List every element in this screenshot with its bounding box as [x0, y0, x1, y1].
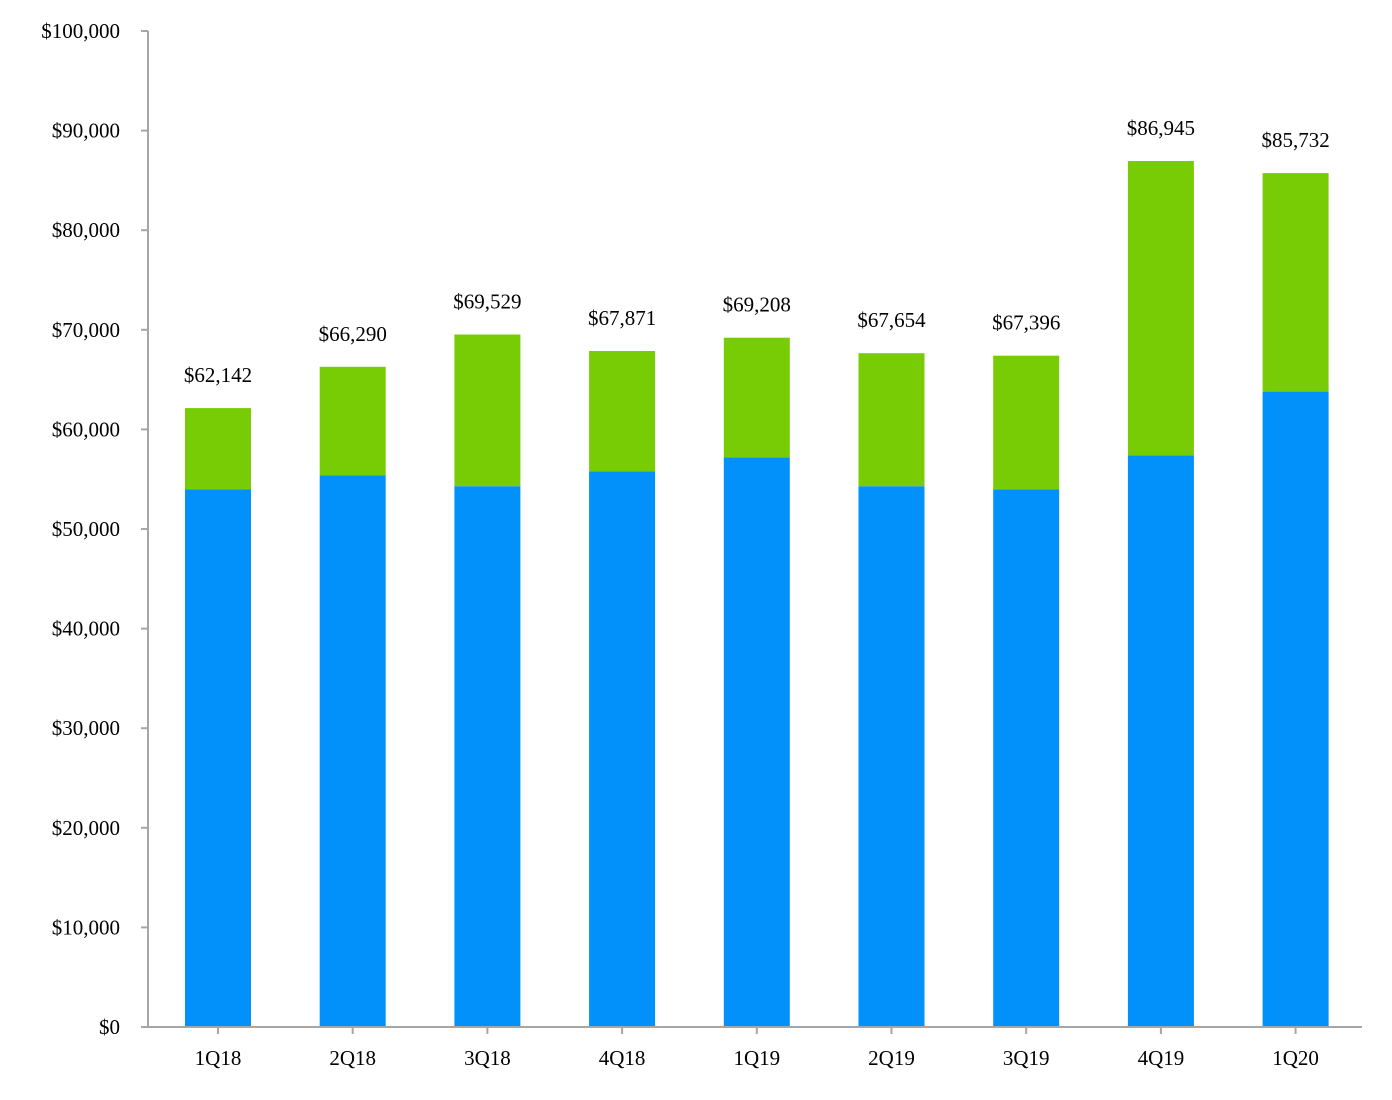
bar-segment-upper	[993, 355, 1060, 490]
bar-segment-upper	[858, 353, 925, 487]
bar-segment-lower	[723, 457, 790, 1027]
x-tick-label: 1Q20	[1272, 1046, 1319, 1070]
labels-layer: $62,142 1Q18 $66,290 2Q18 $69,529 3Q18 $67,871…	[41, 19, 1329, 1070]
bar-segment-upper	[319, 366, 386, 476]
y-tick-label: $40,000	[52, 617, 120, 641]
y-tick-label: $60,000	[52, 417, 120, 441]
y-tick-label: $0	[99, 1015, 120, 1039]
y-tick-label: $30,000	[52, 716, 120, 740]
x-tick-label: 4Q18	[599, 1046, 646, 1070]
bar-segment-upper	[1127, 161, 1194, 456]
bar-segment-upper	[185, 408, 251, 490]
y-tick-label: $70,000	[52, 318, 120, 342]
bar-segment-lower	[1127, 455, 1194, 1027]
bar-segment-upper	[589, 351, 656, 472]
total-label: $69,208	[723, 293, 791, 317]
x-tick-label: 3Q18	[464, 1046, 511, 1070]
y-tick-label: $90,000	[52, 119, 120, 143]
x-tick-label: 2Q18	[329, 1046, 376, 1070]
bar-segment-upper	[454, 334, 521, 487]
total-label: $62,142	[184, 363, 252, 387]
y-tick-label: $80,000	[52, 218, 120, 242]
x-tick-label: 2Q19	[868, 1046, 915, 1070]
y-tick-label: $100,000	[41, 19, 120, 43]
y-tick-label: $20,000	[52, 816, 120, 840]
total-label: $86,945	[1127, 116, 1195, 140]
total-label: $67,871	[588, 306, 656, 330]
x-tick-label: 4Q19	[1138, 1046, 1185, 1070]
x-tick-label: 1Q19	[733, 1046, 780, 1070]
y-tick-label: $10,000	[52, 915, 120, 939]
bar-segment-lower	[589, 471, 656, 1027]
x-tick-label: 1Q18	[195, 1046, 242, 1070]
x-tick-label: 3Q19	[1003, 1046, 1050, 1070]
bar-segment-lower	[454, 486, 521, 1027]
total-label: $66,290	[319, 322, 387, 346]
bar-segment-lower	[1262, 391, 1329, 1028]
total-label: $67,654	[857, 308, 926, 332]
bar-segment-upper	[723, 337, 790, 458]
bar-segment-lower	[858, 486, 925, 1027]
bar-segment-upper	[1262, 173, 1329, 392]
bars-layer	[185, 161, 1329, 1028]
y-tick-label: $50,000	[52, 517, 120, 541]
bar-segment-lower	[185, 489, 251, 1027]
total-label: $85,732	[1261, 128, 1329, 152]
total-label: $69,529	[453, 290, 521, 314]
total-label: $67,396	[992, 311, 1060, 335]
bar-segment-lower	[319, 475, 386, 1027]
axes-layer	[141, 30, 1362, 1034]
bar-segment-lower	[993, 489, 1060, 1027]
